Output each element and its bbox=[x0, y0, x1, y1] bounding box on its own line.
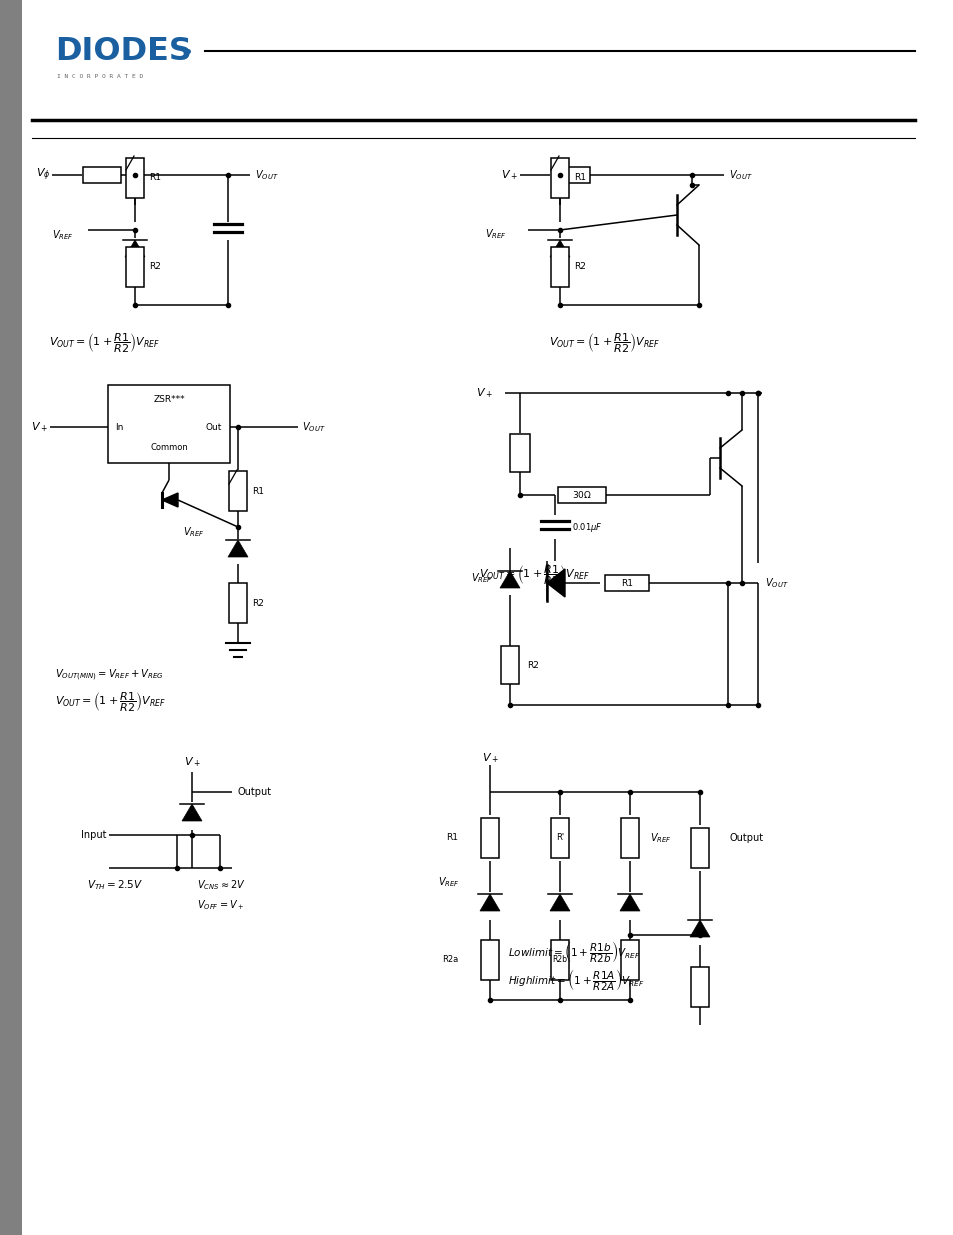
Bar bbox=[0, 0, 22, 1235]
Bar bbox=[229, 583, 247, 622]
Text: $Low limit=\left(1+\dfrac{R1b}{R2b}\right)V_{REF}$: $Low limit=\left(1+\dfrac{R1b}{R2b}\righ… bbox=[507, 939, 640, 965]
Bar bbox=[690, 967, 708, 1007]
Text: R2: R2 bbox=[252, 599, 264, 608]
Text: $V_{REF}$: $V_{REF}$ bbox=[471, 571, 493, 585]
Bar bbox=[480, 940, 498, 981]
Bar bbox=[83, 167, 121, 183]
Bar bbox=[229, 471, 247, 511]
Text: $V_{OUT}$: $V_{OUT}$ bbox=[764, 576, 788, 590]
Text: $V_{OUT}=\left(1+\dfrac{R1}{R2}\right)V_{REF}$: $V_{OUT}=\left(1+\dfrac{R1}{R2}\right)V_… bbox=[55, 690, 166, 714]
Polygon shape bbox=[125, 240, 145, 257]
Text: $V_{OUT(MIN)}=V_{REF}+V_{REG}$: $V_{OUT(MIN)}=V_{REF}+V_{REG}$ bbox=[55, 667, 164, 683]
Bar bbox=[510, 433, 530, 472]
Bar bbox=[552, 167, 589, 183]
Text: Common: Common bbox=[150, 442, 188, 452]
Text: $V_{OUT}=\left(1+\dfrac{R1}{R2}\right)V_{REF}$: $V_{OUT}=\left(1+\dfrac{R1}{R2}\right)V_… bbox=[50, 331, 160, 354]
Text: R2: R2 bbox=[526, 661, 538, 669]
Polygon shape bbox=[689, 920, 709, 937]
Text: Output: Output bbox=[729, 832, 763, 844]
Bar bbox=[604, 576, 648, 592]
Text: $V_{TH}=2.5V$: $V_{TH}=2.5V$ bbox=[87, 878, 143, 892]
Bar bbox=[620, 818, 639, 858]
Text: $V_+$: $V_+$ bbox=[476, 387, 493, 400]
Polygon shape bbox=[228, 540, 248, 557]
Bar bbox=[551, 247, 568, 287]
Polygon shape bbox=[479, 894, 499, 911]
Text: $V_{OUT}=\left(1+\dfrac{R1}{R2}\right)V_{REF}$: $V_{OUT}=\left(1+\dfrac{R1}{R2}\right)V_… bbox=[478, 563, 590, 587]
Text: R1: R1 bbox=[446, 834, 457, 842]
Polygon shape bbox=[499, 571, 519, 588]
Bar bbox=[126, 158, 144, 198]
Text: R1: R1 bbox=[620, 578, 633, 588]
Polygon shape bbox=[550, 894, 569, 911]
Bar bbox=[551, 158, 568, 198]
Text: $V_+$: $V_+$ bbox=[183, 755, 200, 769]
Text: R1: R1 bbox=[149, 173, 161, 183]
Text: I N C O R P O R A T E D: I N C O R P O R A T E D bbox=[57, 74, 143, 79]
Text: $0.01\mu F$: $0.01\mu F$ bbox=[572, 520, 602, 534]
Text: $V_{REF}$: $V_{REF}$ bbox=[484, 227, 506, 241]
Text: R2: R2 bbox=[574, 263, 585, 272]
Bar bbox=[690, 827, 708, 868]
Text: $V_+$: $V_+$ bbox=[31, 420, 48, 433]
Text: $V_{OFF}=V_+$: $V_{OFF}=V_+$ bbox=[196, 898, 244, 911]
Text: $V_{OUT}$: $V_{OUT}$ bbox=[728, 168, 752, 182]
Bar bbox=[620, 940, 639, 981]
Polygon shape bbox=[550, 240, 569, 257]
Text: ZSR***: ZSR*** bbox=[153, 395, 185, 405]
Text: $V_{OUT}$: $V_{OUT}$ bbox=[302, 420, 325, 433]
Bar bbox=[500, 646, 518, 684]
Bar bbox=[480, 818, 498, 858]
Text: In: In bbox=[115, 422, 123, 431]
Text: $V_{REF}$: $V_{REF}$ bbox=[52, 228, 73, 242]
Text: DIODES: DIODES bbox=[55, 37, 192, 68]
Polygon shape bbox=[619, 894, 639, 911]
Text: $V_{REF}$: $V_{REF}$ bbox=[437, 876, 459, 889]
Text: R1: R1 bbox=[252, 487, 264, 495]
Bar bbox=[551, 940, 568, 981]
Bar bbox=[126, 247, 144, 287]
Bar bbox=[551, 818, 568, 858]
Text: $High limit=\left(1+\dfrac{R1A}{R2A}\right)V_{REF}$: $High limit=\left(1+\dfrac{R1A}{R2A}\rig… bbox=[507, 967, 644, 993]
Bar bbox=[108, 385, 230, 463]
Text: R2a: R2a bbox=[441, 956, 457, 965]
Text: R2: R2 bbox=[149, 263, 161, 272]
Text: $V_+$: $V_+$ bbox=[481, 751, 497, 764]
Bar bbox=[558, 487, 605, 503]
Text: $V_{CNS}\approx 2V$: $V_{CNS}\approx 2V$ bbox=[196, 878, 245, 892]
Text: Out: Out bbox=[206, 422, 222, 431]
Text: $V_{OUT}$: $V_{OUT}$ bbox=[254, 168, 278, 182]
Text: $V_{OUT}=\left(1+\dfrac{R1}{R2}\right)V_{REF}$: $V_{OUT}=\left(1+\dfrac{R1}{R2}\right)V_… bbox=[549, 331, 660, 354]
Text: Output: Output bbox=[236, 787, 271, 797]
Text: $V_\phi$: $V_\phi$ bbox=[35, 167, 50, 183]
Text: $V_{REF}$: $V_{REF}$ bbox=[183, 525, 205, 538]
Polygon shape bbox=[162, 493, 178, 508]
Text: Input: Input bbox=[81, 830, 107, 840]
Text: R2b: R2b bbox=[552, 956, 567, 965]
Text: R1: R1 bbox=[574, 173, 585, 183]
Text: $V_+$: $V_+$ bbox=[500, 168, 517, 182]
Polygon shape bbox=[182, 804, 202, 821]
Text: 30$\Omega$: 30$\Omega$ bbox=[572, 489, 591, 500]
Text: R': R' bbox=[556, 834, 563, 842]
Text: $V_{REF}$: $V_{REF}$ bbox=[649, 831, 671, 845]
Polygon shape bbox=[546, 569, 564, 597]
